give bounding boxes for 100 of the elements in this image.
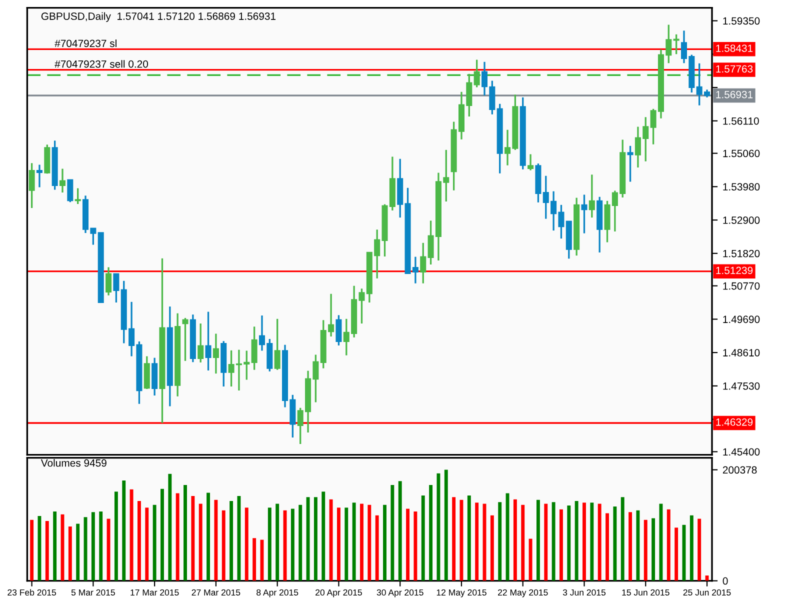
bar xyxy=(222,510,226,581)
bar xyxy=(68,526,72,581)
candlestick xyxy=(182,317,188,362)
bar xyxy=(160,488,164,581)
bar xyxy=(252,538,256,581)
bar xyxy=(567,505,571,581)
bar xyxy=(106,518,110,581)
bar xyxy=(99,512,103,581)
bar xyxy=(314,497,318,581)
bar xyxy=(268,508,272,581)
bar xyxy=(198,504,202,581)
bar xyxy=(137,501,141,581)
bar xyxy=(659,504,663,581)
chart-title: Volumes 9459 xyxy=(40,459,106,467)
bar xyxy=(582,502,586,581)
bar xyxy=(521,504,525,581)
x-tick-label: 5 Mar 2015 xyxy=(71,589,115,596)
bar xyxy=(368,504,372,581)
candlestick xyxy=(59,168,66,194)
bar xyxy=(544,504,548,581)
bar xyxy=(574,501,578,581)
y-tick-label: 1.50770 xyxy=(723,282,760,290)
bar xyxy=(698,518,702,581)
bar xyxy=(360,504,364,581)
bar xyxy=(290,508,294,581)
ref-line-label: 1.51239 xyxy=(716,266,753,274)
ref-line-label: 1.58431 xyxy=(716,44,753,52)
bar xyxy=(674,528,678,581)
candlestick xyxy=(74,187,81,205)
bar xyxy=(590,502,594,581)
bar xyxy=(552,502,556,581)
x-tick-label: 8 Apr 2015 xyxy=(256,589,298,598)
bar xyxy=(436,473,440,581)
bar xyxy=(45,520,49,581)
bar xyxy=(666,509,670,581)
x-tick-label: 17 Mar 2015 xyxy=(130,589,179,596)
bar xyxy=(184,484,187,581)
bar xyxy=(152,504,156,581)
bar xyxy=(490,515,494,581)
bar xyxy=(598,504,602,581)
candlestick xyxy=(205,310,212,372)
x-tick-label: 27 Mar 2015 xyxy=(192,589,240,596)
bar xyxy=(214,500,218,581)
bar xyxy=(237,496,241,581)
x-tick-label: 30 Apr 2015 xyxy=(376,589,424,598)
bar xyxy=(298,504,302,581)
bar xyxy=(690,515,694,581)
bar xyxy=(145,508,149,581)
bar xyxy=(467,495,471,581)
bar xyxy=(352,502,356,581)
candlestick xyxy=(528,153,534,172)
y-tick-label: 1.49690 xyxy=(723,316,760,324)
bar xyxy=(644,520,648,581)
candlestick xyxy=(336,314,342,346)
x-tick-label: 23 Feb 2015 xyxy=(8,589,56,596)
bar xyxy=(336,508,340,581)
candlestick xyxy=(251,326,258,371)
bar xyxy=(444,470,448,581)
y-tick-label: 1.51820 xyxy=(723,250,760,258)
ref-line-label: 1.46329 xyxy=(716,418,753,426)
x-tick-label: 3 Jun 2015 xyxy=(562,589,606,596)
candlestick xyxy=(474,58,480,88)
y-tick-label: 1.55060 xyxy=(723,150,760,158)
bar xyxy=(652,518,656,581)
candlestick xyxy=(67,179,74,203)
y-tick-label: 1.52900 xyxy=(723,216,760,224)
bar xyxy=(322,492,326,581)
candlestick xyxy=(627,145,634,183)
bar xyxy=(176,493,180,581)
bar xyxy=(421,495,425,581)
annotation: #70479237 sell 0.20 xyxy=(54,60,148,68)
bar xyxy=(329,499,333,581)
candlestick xyxy=(113,272,120,304)
bar xyxy=(475,502,479,581)
bar xyxy=(122,480,126,581)
bar xyxy=(414,512,418,581)
candlestick xyxy=(420,242,426,284)
bar xyxy=(606,513,609,581)
candlestick xyxy=(106,266,112,296)
x-tick-label: 22 May 2015 xyxy=(498,589,548,598)
bar xyxy=(498,502,502,581)
y-tick-label: 1.45400 xyxy=(723,448,760,456)
bar xyxy=(206,492,210,581)
bar xyxy=(306,497,310,581)
y-tick-label: 1.59350 xyxy=(723,17,760,25)
candlestick xyxy=(274,318,280,371)
x-tick-label: 12 May 2015 xyxy=(436,589,486,598)
bar xyxy=(452,497,456,581)
bar xyxy=(513,499,517,581)
chart-title: GBPUSD,Daily 1.57041 1.57120 1.56869 1.56931 xyxy=(41,12,276,22)
bar xyxy=(613,506,617,581)
bar xyxy=(398,481,402,581)
bar xyxy=(276,504,280,581)
bar xyxy=(230,501,234,581)
bar xyxy=(76,524,80,581)
ref-line-label: 1.56931 xyxy=(716,90,753,98)
bar xyxy=(390,484,394,581)
bar xyxy=(30,520,34,581)
x-tick-label: 20 Apr 2015 xyxy=(316,589,362,598)
y-tick-label: 200378 xyxy=(722,466,757,474)
